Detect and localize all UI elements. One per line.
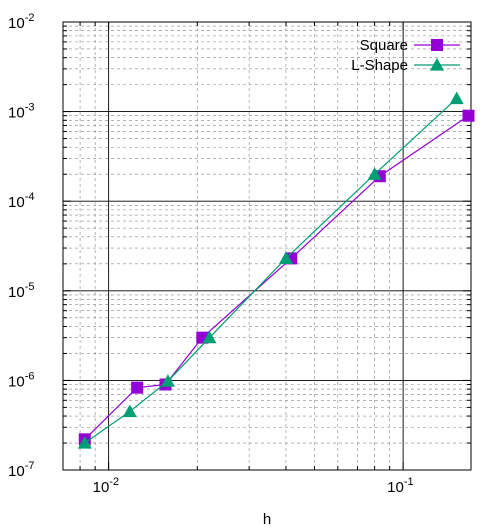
legend-label: L-Shape <box>351 57 408 74</box>
data-point <box>77 436 92 449</box>
data-point <box>367 167 382 180</box>
series-layer <box>77 91 475 449</box>
x-tick-label: 10-1 <box>387 476 413 496</box>
data-point <box>160 374 175 387</box>
legend-label: Square <box>360 37 408 54</box>
legend-marker <box>431 39 443 51</box>
series-l-shape <box>77 91 464 449</box>
legend-marker <box>430 58 444 71</box>
legend-item: L-Shape <box>351 57 460 74</box>
y-tick-label: 10-4 <box>8 191 34 211</box>
y-tick-label: 10-3 <box>8 102 34 122</box>
series-square <box>78 109 475 446</box>
data-point <box>278 251 293 264</box>
legend-item: Square <box>360 37 460 54</box>
data-point <box>131 381 144 394</box>
y-tick-label: 10-5 <box>8 281 34 301</box>
legend: Square L-Shape <box>351 37 460 74</box>
plot-frame <box>62 21 472 471</box>
data-point <box>462 109 475 122</box>
y-tick-label: 10-6 <box>8 370 34 390</box>
y-tick-label: 10-2 <box>8 12 34 32</box>
y-tick-label: 10-7 <box>8 460 34 480</box>
data-point <box>122 404 137 418</box>
grid-layer <box>62 22 471 471</box>
x-tick-label: 10-2 <box>93 476 119 496</box>
data-point <box>202 330 217 344</box>
x-axis-label: h <box>263 511 271 528</box>
data-point <box>449 91 464 105</box>
